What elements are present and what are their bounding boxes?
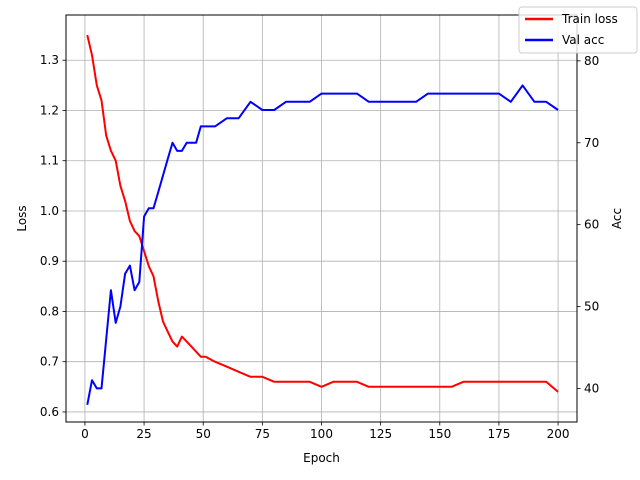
series-lines — [86, 34, 559, 405]
x-tick-label: 25 — [136, 427, 151, 441]
y-left-tick-label: 1.3 — [40, 53, 59, 67]
y-left-tick-label: 0.8 — [40, 304, 59, 318]
x-tick-label: 175 — [487, 427, 510, 441]
legend-label-train-loss: Train loss — [561, 12, 618, 26]
x-tick-label: 75 — [255, 427, 270, 441]
y-right-tick-label: 80 — [584, 54, 599, 68]
y-right-tick-label: 50 — [584, 300, 599, 314]
legend: Train loss Val acc — [518, 6, 638, 54]
x-tick-label: 200 — [547, 427, 570, 441]
x-tick-label: 0 — [81, 427, 89, 441]
series-line-train-loss — [86, 34, 559, 393]
x-tick-label: 100 — [310, 427, 333, 441]
y-left-tick-label: 0.7 — [40, 355, 59, 369]
y-right-tick-label: 60 — [584, 218, 599, 232]
x-tick-label: 125 — [369, 427, 392, 441]
y-left-tick-label: 0.6 — [40, 405, 59, 419]
y-left-tick-label: 1.0 — [40, 204, 59, 218]
legend-label-val-acc: Val acc — [562, 33, 604, 47]
y-axis-left-title: Loss — [15, 205, 29, 231]
grid — [66, 15, 577, 422]
x-tick-label: 50 — [196, 427, 211, 441]
y-right-tick-label: 70 — [584, 136, 599, 150]
y-axis-right: 40 50 60 70 80 — [577, 54, 599, 395]
y-right-tick-label: 40 — [584, 381, 599, 395]
y-left-tick-label: 0.9 — [40, 254, 59, 268]
y-left-tick-label: 1.2 — [40, 103, 59, 117]
series-line-val-acc — [86, 84, 559, 405]
y-axis-left: 0.6 0.7 0.8 0.9 1.0 1.1 1.2 1.3 — [40, 53, 66, 419]
x-axis: 0 25 50 75 100 125 150 175 200 — [81, 422, 570, 441]
y-left-tick-label: 1.1 — [40, 154, 59, 168]
x-axis-title: Epoch — [303, 451, 340, 465]
x-tick-label: 150 — [428, 427, 451, 441]
y-axis-right-title: Acc — [610, 208, 624, 229]
